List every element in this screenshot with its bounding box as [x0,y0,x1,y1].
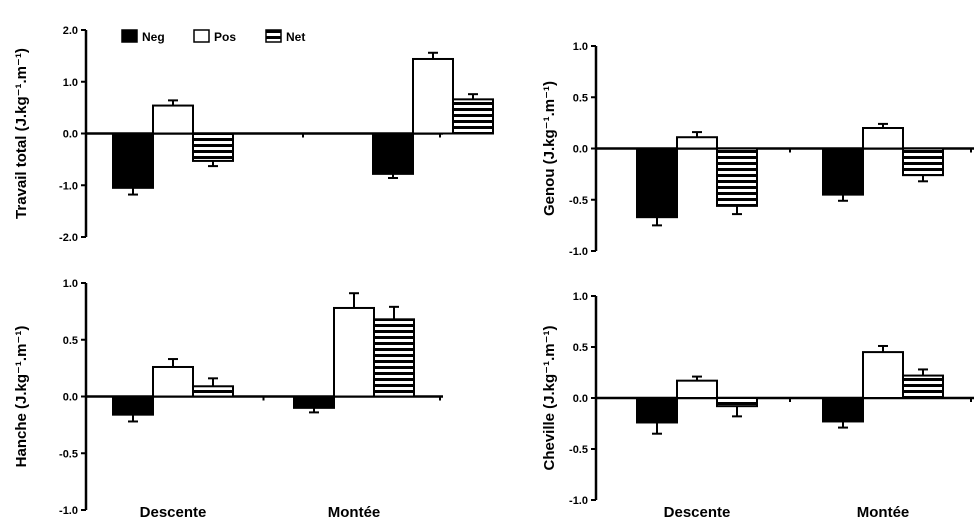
bar-pos-0 [676,136,718,150]
y-tick-label: 0.0 [573,393,588,405]
bar-net-0 [716,397,758,408]
bar-pos-1 [862,127,904,150]
y-tick-label: 0.5 [573,92,588,104]
y-axis-label: Travail total (J.kg⁻¹.m⁻¹) [13,48,30,219]
bar-pos-1 [412,57,454,135]
y-tick-label: -2.0 [59,232,78,244]
bar-pos-1 [862,351,904,400]
chart-panel-4: 1.0 0.5 0.0 -0.5 -1.0 Cheville (J.kg⁻¹.m⁻¹) De… [541,291,974,521]
y-tick-label: 0.5 [573,342,588,354]
y-tick-label: 1.0 [63,278,78,290]
bar-neg-1 [293,395,335,409]
y-tick-label: -0.5 [569,444,588,456]
y-tick-label: -1.0 [569,495,588,507]
y-tick-label: -1.0 [569,246,588,258]
bar-neg-1 [822,397,864,423]
bar-pos-0 [152,365,194,398]
bar-net-1 [452,98,494,135]
y-axis-label: Hanche (J.kg⁻¹.m⁻¹) [13,326,30,468]
bar-pos-1 [333,306,375,398]
category-label: Descente [664,504,731,521]
bar-net-1 [902,374,944,399]
bar-net-0 [716,147,758,207]
legend-label-pos: Pos [214,30,236,44]
bar-net-0 [192,132,234,162]
y-tick-label: -1.0 [59,180,78,192]
legend-label-neg: Neg [142,30,165,44]
bar-net-1 [373,318,415,398]
legend-swatch-net [265,29,282,43]
category-label: Descente [140,504,207,521]
bar-neg-1 [372,132,414,175]
bar-neg-0 [636,397,678,424]
bar-net-0 [192,385,234,398]
bar-neg-0 [112,395,154,416]
legend: Neg Pos Net [121,29,305,44]
chart-panel-1: 2.0 1.0 0.0 -1.0 -2.0 Travail total (J.kg⁻¹.m… [13,25,494,244]
y-tick-label: 0.0 [573,144,588,156]
bar-neg-0 [112,132,154,189]
bar-net-1 [902,147,944,177]
y-tick-label: 1.0 [573,41,588,53]
y-tick-label: -0.5 [59,448,78,460]
category-label: Montée [328,504,381,521]
legend-swatch-neg [121,29,138,43]
y-tick-label: 0.5 [63,335,78,347]
bar-pos-0 [152,104,194,135]
bar-neg-1 [822,147,864,196]
y-tick-label: 2.0 [63,25,78,37]
y-axis-label: Cheville (J.kg⁻¹.m⁻¹) [541,325,558,470]
y-tick-label: 1.0 [63,77,78,89]
legend-label-net: Net [286,30,305,44]
chart-panel-3: 1.0 0.5 0.0 -0.5 -1.0 Hanche (J.kg⁻¹.m⁻¹) Desc… [13,278,443,521]
category-label: Montée [857,504,910,521]
y-tick-label: 0.0 [63,129,78,141]
y-tick-label: 0.0 [63,392,78,404]
bar-pos-0 [676,379,718,400]
y-tick-label: 1.0 [573,291,588,303]
y-tick-label: -1.0 [59,505,78,517]
bar-neg-0 [636,147,678,219]
y-tick-label: -0.5 [569,195,588,207]
y-axis-label: Genou (J.kg⁻¹.m⁻¹) [541,81,558,216]
chart-panel-2: 1.0 0.5 0.0 -0.5 -1.0 Genou (J.kg⁻¹.m⁻¹) [541,41,974,258]
legend-swatch-pos [193,29,210,43]
